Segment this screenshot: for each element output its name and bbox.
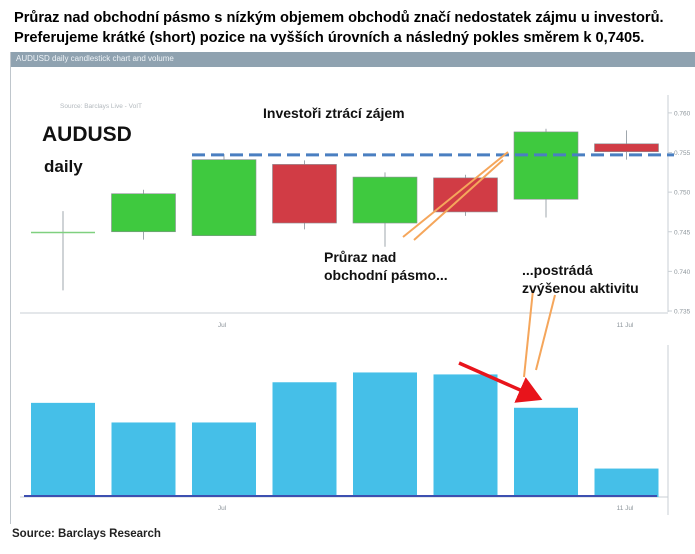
annotation-lacks-activity: ...postrádá zvýšenou aktivitu xyxy=(522,262,639,296)
price-y-tick-label: 0.745 xyxy=(674,229,691,236)
candle-body xyxy=(111,193,176,233)
candle-body xyxy=(594,143,659,153)
candle-body xyxy=(31,231,95,234)
volume-x-tick-group: Jul 11 Jul xyxy=(218,505,634,512)
price-y-tick-label: 0.760 xyxy=(674,110,691,117)
volume-decline-arrow xyxy=(458,361,543,403)
volume-bar xyxy=(594,468,659,497)
price-x-tick-group: Jul 11 Jul xyxy=(218,322,634,329)
volume-x-tick-label: 11 Jul xyxy=(617,505,634,512)
volume-bar-group xyxy=(31,372,659,497)
price-y-tick-label: 0.750 xyxy=(674,190,691,197)
chart-header-text: AUDUSD daily candlestick chart and volum… xyxy=(16,54,174,63)
price-y-tick-label: 0.740 xyxy=(674,269,691,276)
chart-watermark: Source: Barclays Live - VoIT xyxy=(60,103,142,110)
headline-line-1: Průraz nad obchodní pásmo s nízkým objem… xyxy=(14,10,664,26)
price-x-tick-label: Jul xyxy=(218,322,227,329)
callout-line-breakout-1 xyxy=(402,151,509,238)
volume-bar xyxy=(31,402,95,497)
annotation-lacks-activity-line-2: zvýšenou aktivitu xyxy=(522,280,639,296)
price-x-tick-label: 11 Jul xyxy=(617,322,634,329)
volume-bar xyxy=(272,382,337,497)
candle-body xyxy=(513,131,579,200)
timeframe-label: daily xyxy=(44,157,83,176)
volume-bar xyxy=(514,407,578,497)
annotation-breakout-line-1: Průraz nad xyxy=(324,249,396,265)
candle-body xyxy=(191,159,257,237)
headline-line-2: Preferujeme krátké (short) pozice na vyš… xyxy=(14,30,645,46)
price-y-tick-label: 0.735 xyxy=(674,309,691,316)
candle-body xyxy=(352,176,418,224)
volume-x-tick-label: Jul xyxy=(218,505,227,512)
price-pane: Source: Barclays Live - VoIT AUDUSD dail… xyxy=(20,95,691,329)
volume-bar xyxy=(111,422,176,497)
volume-bar xyxy=(192,422,256,497)
chart-header-bar: AUDUSD daily candlestick chart and volum… xyxy=(11,52,695,67)
volume-pane: Jul 11 Jul ...postrádá zvýšenou aktivitu xyxy=(20,262,669,515)
candle-body xyxy=(272,164,337,224)
callout-line-breakout-2 xyxy=(413,159,504,241)
source-note: Source: Barclays Research xyxy=(12,528,161,540)
headline: Průraz nad obchodní pásmo s nízkým objem… xyxy=(14,8,689,48)
annotation-breakout: Průraz nad obchodní pásmo... xyxy=(324,249,448,283)
instrument-title: AUDUSD xyxy=(42,123,132,146)
price-y-tick-group: 0.760 0.755 0.750 0.745 0.740 0.735 xyxy=(668,110,691,316)
price-y-tick-label: 0.755 xyxy=(674,150,691,157)
callout-line-volume-1 xyxy=(523,289,534,378)
annotation-investors-losing-interest: Investoři ztrácí zájem xyxy=(263,105,405,121)
annotation-breakout-line-2: obchodní pásmo... xyxy=(324,267,448,283)
volume-bar xyxy=(353,372,417,497)
volume-bar xyxy=(433,374,498,497)
candle-group xyxy=(31,128,659,291)
callout-line-volume-2 xyxy=(535,294,556,371)
annotation-lacks-activity-line-1: ...postrádá xyxy=(522,262,593,278)
